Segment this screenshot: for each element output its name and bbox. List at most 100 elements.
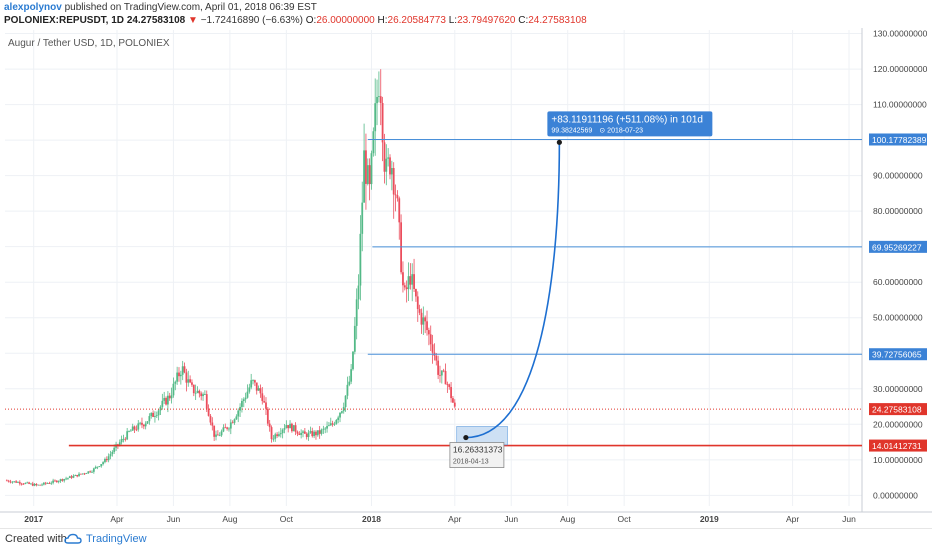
- candle-body: [281, 429, 284, 434]
- candle-body: [333, 423, 336, 425]
- candle-body: [104, 459, 106, 463]
- projection-curve[interactable]: [465, 142, 561, 439]
- price-level-label: 39.72756065: [872, 350, 922, 360]
- candle-body: [163, 397, 166, 401]
- projection-tool[interactable]: 16.26331373 2018-04-13 +83.11911196 (+511.…: [449, 111, 713, 468]
- candle-body: [131, 426, 134, 431]
- candle-body: [117, 444, 119, 446]
- candle-body: [91, 471, 93, 473]
- candle-body: [11, 481, 14, 483]
- candle-body: [326, 426, 328, 429]
- candle-body: [413, 274, 415, 289]
- candle-body: [52, 480, 55, 483]
- x-tick-label: Apr: [448, 514, 461, 524]
- y-tick-label: 0.00000000: [873, 490, 918, 500]
- candle-body: [68, 476, 71, 478]
- candle-body: [302, 431, 304, 433]
- candle-body: [168, 395, 171, 399]
- candle-body: [244, 397, 247, 400]
- x-tick-label: 2017: [24, 514, 43, 524]
- x-tick-label: Apr: [110, 514, 123, 524]
- candle-body: [78, 473, 80, 477]
- candle-body: [283, 428, 286, 430]
- candle-body: [124, 438, 127, 440]
- candle-body: [372, 131, 375, 154]
- tradingview-link[interactable]: TradingView: [86, 533, 147, 545]
- author-link[interactable]: alexpolynov: [4, 2, 62, 13]
- candle-body: [155, 415, 158, 417]
- candle-body: [365, 150, 367, 184]
- candle-body: [228, 428, 230, 430]
- candle-body: [396, 195, 399, 199]
- price-chart[interactable]: 0.00000000 10.00000000 20.00000000 30.00000…: [0, 28, 932, 528]
- candle-body: [237, 410, 240, 417]
- candle-body: [270, 427, 273, 440]
- candle-body: [37, 484, 40, 486]
- candle-body: [79, 473, 82, 475]
- x-tick-label: Jun: [167, 514, 181, 524]
- candle-body: [274, 434, 277, 439]
- candle-body: [179, 374, 182, 377]
- candle-body: [289, 423, 291, 429]
- candle-body: [215, 434, 217, 437]
- candle-body: [202, 394, 204, 397]
- x-tick-label: 2018: [362, 514, 381, 524]
- candle-body: [246, 391, 249, 398]
- candle-body: [205, 394, 208, 409]
- candle-body: [303, 431, 306, 434]
- candle-body: [279, 433, 282, 435]
- candle-body: [126, 431, 129, 440]
- candle-body: [307, 432, 310, 438]
- candle-body: [50, 482, 53, 484]
- last-price: 24.27583108: [126, 15, 186, 26]
- candle-body: [259, 388, 262, 394]
- candle-body: [161, 400, 164, 407]
- candle-body: [263, 401, 266, 403]
- candle-body: [39, 484, 42, 486]
- x-tick-label: Oct: [618, 514, 632, 524]
- candle-body: [355, 299, 358, 326]
- candle-body: [392, 168, 395, 195]
- candle-body: [239, 406, 241, 411]
- candle-body: [65, 478, 67, 480]
- price-level-label: 69.95269227: [872, 242, 922, 252]
- price-level-label-bg: [869, 348, 927, 361]
- candle-body: [390, 168, 393, 175]
- candle-body: [311, 431, 314, 437]
- candle-body: [63, 479, 66, 481]
- candle-body: [416, 296, 419, 310]
- projection-end-point[interactable]: [556, 139, 562, 145]
- candle-body: [129, 430, 132, 432]
- candle-body: [94, 466, 97, 469]
- candle-body: [305, 433, 308, 438]
- candle-body: [111, 451, 114, 455]
- candle-body: [424, 317, 427, 322]
- candle-body: [48, 483, 51, 484]
- candle-body: [331, 423, 334, 425]
- candle-body: [377, 96, 380, 97]
- candle-body: [98, 466, 101, 467]
- x-tick-label: 2019: [700, 514, 719, 524]
- candle-body: [379, 96, 382, 104]
- candle-body: [137, 423, 140, 430]
- candle-body: [196, 390, 199, 393]
- candle-body: [120, 439, 123, 443]
- candle-body: [405, 287, 408, 290]
- candle-body: [453, 402, 456, 407]
- candle-body: [102, 462, 105, 465]
- candle-body: [366, 165, 369, 184]
- close-value: 24.27583108: [528, 15, 587, 26]
- projection-start-point[interactable]: [463, 434, 469, 441]
- price-level-label: 100.17782389: [872, 135, 927, 145]
- footer: Created with TradingView: [0, 528, 932, 551]
- candle-body: [141, 422, 143, 425]
- candle-body: [250, 380, 253, 388]
- x-tick-label: Jun: [504, 514, 518, 524]
- candle-body: [328, 425, 330, 427]
- x-tick-label: Apr: [786, 514, 799, 524]
- candle-body: [387, 157, 390, 159]
- high-value: 26.20584773: [387, 15, 446, 26]
- candle-body: [398, 198, 401, 223]
- candle-body: [357, 285, 360, 300]
- candle-body: [194, 392, 197, 394]
